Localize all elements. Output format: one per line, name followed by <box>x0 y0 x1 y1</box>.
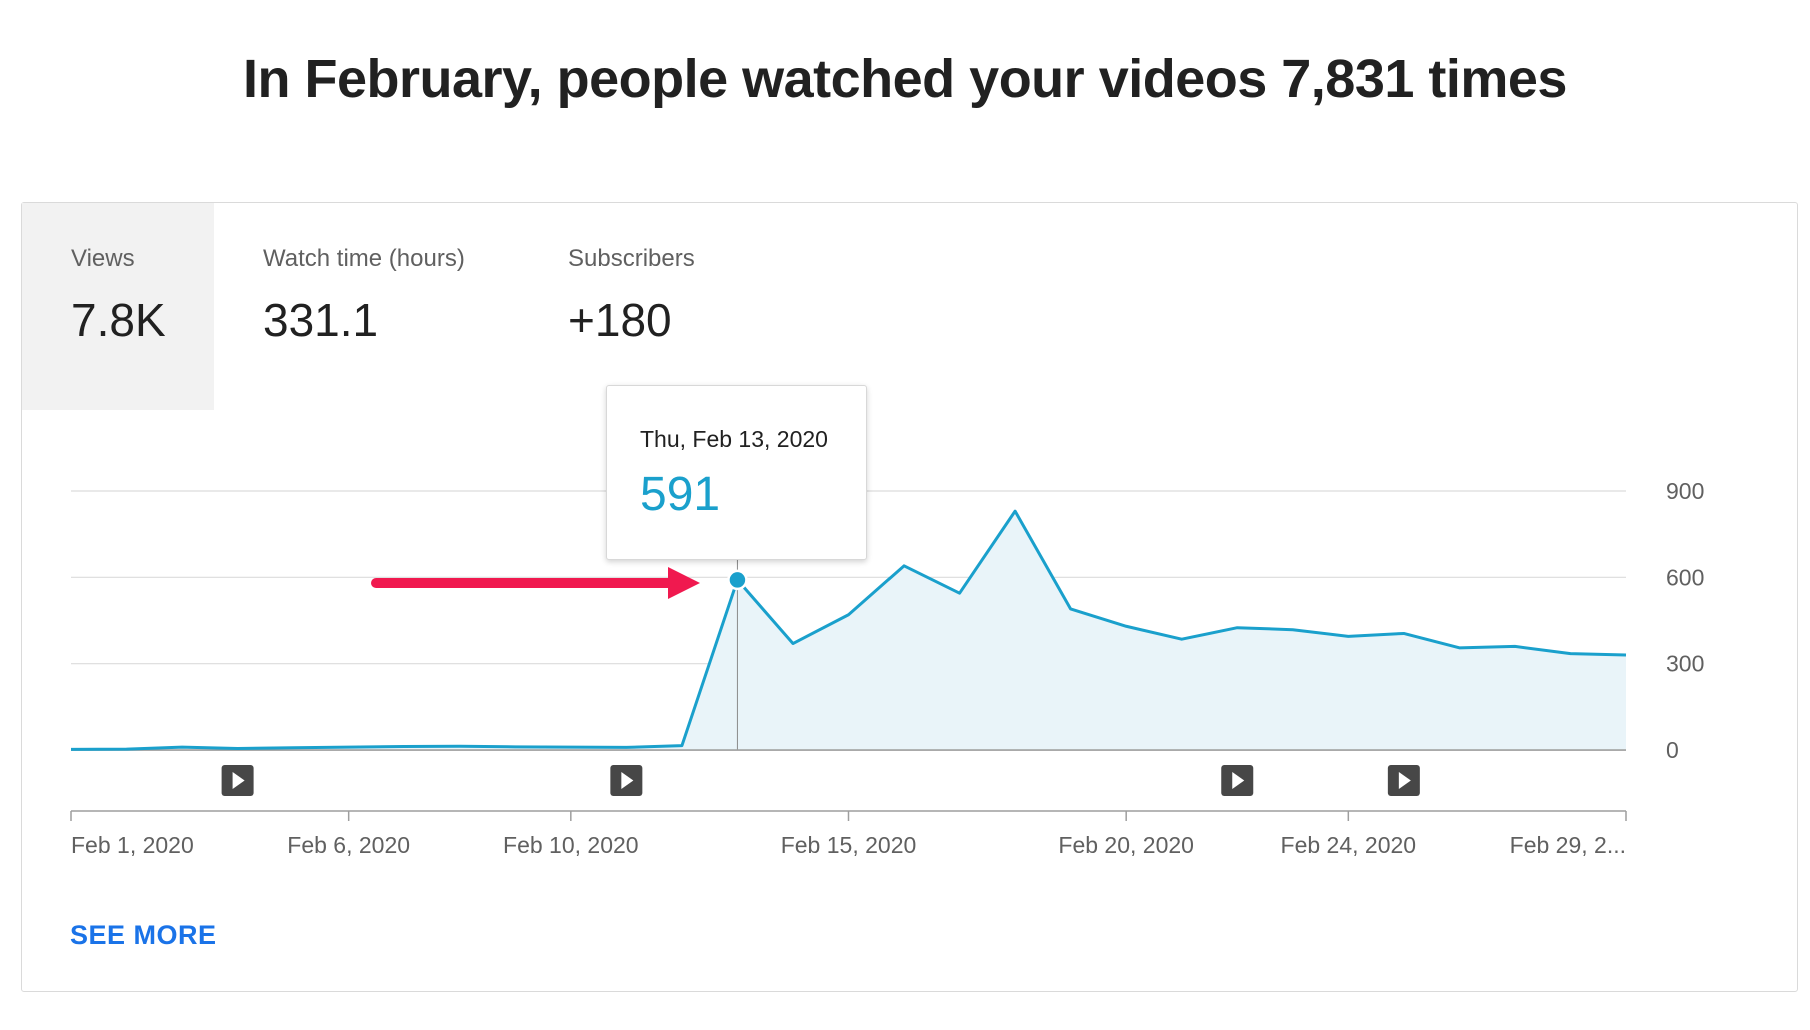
metric-value: 331.1 <box>263 294 379 346</box>
x-tick-label: Feb 20, 2020 <box>1058 832 1194 858</box>
metric-label: Subscribers <box>568 245 695 272</box>
x-tick-label: Feb 6, 2020 <box>287 832 410 858</box>
area-fill <box>71 511 1626 750</box>
play-icon-triangle <box>1232 772 1245 789</box>
metric-tab-watch-time[interactable]: Watch time (hours) 331.1 <box>214 203 519 410</box>
arrow-icon <box>371 567 700 599</box>
y-tick-label: 900 <box>1666 478 1704 504</box>
tooltip-value: 591 <box>640 468 721 521</box>
y-tick-label: 0 <box>1666 737 1679 763</box>
metric-label: Watch time (hours) <box>263 245 465 272</box>
highlighted-point <box>727 569 748 591</box>
chart-tooltip: Thu, Feb 13, 2020 591 <box>606 385 867 560</box>
play-icon <box>1387 765 1420 796</box>
see-more-link[interactable]: SEE MORE <box>70 920 217 950</box>
play-icon <box>221 765 254 796</box>
y-tick-label: 600 <box>1666 564 1704 590</box>
play-icon-triangle <box>621 772 634 789</box>
metric-tab-views[interactable]: Views 7.8K <box>22 203 214 410</box>
y-tick-label: 300 <box>1666 651 1704 677</box>
arrow-head <box>668 567 700 599</box>
play-icon-triangle <box>232 772 245 789</box>
page-headline: In February, people watched your videos … <box>243 49 1567 109</box>
x-tick-label: Feb 24, 2020 <box>1281 832 1417 858</box>
play-icon <box>1221 765 1254 796</box>
metric-value: 7.8K <box>71 294 166 346</box>
x-tick-label: Feb 10, 2020 <box>503 832 639 858</box>
x-tick-label: Feb 29, 2... <box>1510 832 1626 858</box>
x-tick-label: Feb 1, 2020 <box>71 832 194 858</box>
metric-tab-subscribers[interactable]: Subscribers +180 <box>519 203 779 410</box>
metric-label: Views <box>71 245 135 272</box>
x-tick-label: Feb 15, 2020 <box>781 832 917 858</box>
series-line <box>70 509 1627 751</box>
play-icon-triangle <box>1398 772 1411 789</box>
metric-value: +180 <box>568 294 672 346</box>
play-icon <box>610 765 643 796</box>
tooltip-date: Thu, Feb 13, 2020 <box>640 426 828 452</box>
